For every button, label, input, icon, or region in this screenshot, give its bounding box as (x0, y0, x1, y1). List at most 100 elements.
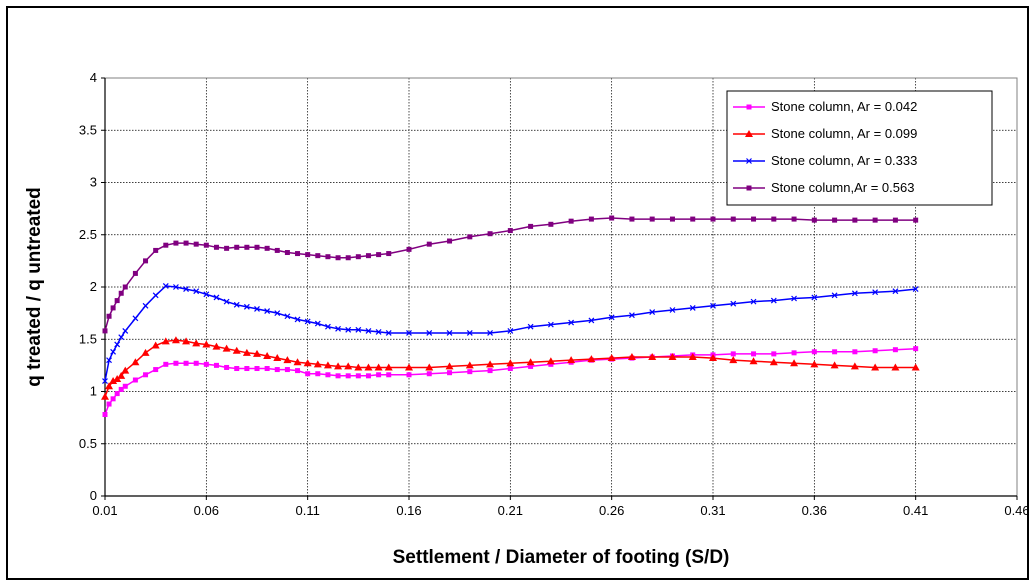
data-point (831, 292, 838, 299)
x-tick-label: 0.41 (903, 503, 928, 518)
data-point (426, 371, 432, 377)
data-point (264, 308, 271, 314)
data-point (335, 255, 341, 261)
data-point (607, 354, 616, 362)
data-point (730, 300, 737, 307)
data-point (323, 361, 332, 369)
data-point (526, 358, 535, 366)
data-point (751, 351, 757, 357)
data-point (224, 245, 230, 251)
series-line (104, 217, 916, 332)
data-point (445, 362, 454, 370)
data-point (325, 323, 331, 330)
series-4 (102, 215, 919, 334)
data-point (771, 351, 777, 357)
data-point (892, 288, 899, 295)
data-point (313, 360, 322, 368)
data-point (446, 330, 453, 336)
data-point (105, 382, 114, 390)
data-point (284, 250, 290, 256)
y-tick-label: 2.5 (79, 227, 97, 242)
data-point (426, 330, 433, 336)
data-point (852, 349, 858, 355)
data-point (224, 364, 230, 370)
data-point (507, 327, 514, 334)
data-point (872, 217, 878, 223)
data-point (182, 337, 191, 345)
series-line (104, 339, 916, 397)
data-point (528, 363, 534, 369)
legend-label: Stone column, Ar = 0.099 (771, 126, 917, 141)
data-point (142, 302, 149, 309)
series-line (104, 285, 916, 382)
data-point (364, 363, 373, 371)
data-point (213, 294, 220, 301)
data-point (832, 217, 838, 223)
data-point (203, 361, 209, 367)
data-point (749, 357, 758, 365)
data-point (791, 216, 797, 222)
data-point (101, 392, 109, 400)
data-point (791, 295, 797, 302)
data-point (122, 284, 128, 290)
data-point (274, 367, 280, 373)
data-point (254, 366, 260, 372)
data-point (770, 297, 777, 304)
y-tick-label: 3.5 (79, 122, 97, 137)
data-point (192, 339, 201, 347)
x-tick-label: 0.21 (498, 503, 523, 518)
data-point (892, 217, 898, 223)
data-point (173, 240, 179, 246)
data-point (487, 231, 493, 237)
data-point (355, 373, 361, 379)
data-point (212, 342, 221, 350)
legend-marker (746, 158, 752, 164)
tick-labels: 0 0.5 1 1.5 2 2.5 3 3.5 4 0.01 0.06 0.11 0.16 0.21 0.2… (79, 70, 1030, 518)
data-point (314, 320, 321, 327)
data-point (668, 353, 677, 361)
series-1 (102, 346, 919, 417)
data-point (466, 330, 473, 336)
data-point (183, 240, 189, 246)
data-point (710, 302, 716, 309)
data-point (487, 368, 493, 374)
x-tick-label: 0.16 (396, 503, 421, 518)
data-point (315, 253, 321, 259)
data-point (293, 358, 302, 366)
data-point (629, 216, 635, 222)
data-point (406, 246, 412, 252)
data-point (447, 238, 453, 244)
data-point (709, 354, 717, 362)
data-point (486, 360, 495, 368)
data-point (355, 254, 361, 260)
data-point (690, 216, 696, 222)
data-point (274, 247, 280, 253)
legend-marker (745, 130, 753, 137)
data-point (118, 386, 124, 392)
data-point (233, 301, 240, 308)
data-point (193, 241, 199, 247)
data-point (913, 217, 919, 223)
axes (101, 77, 1018, 500)
data-point (406, 330, 412, 336)
data-point (305, 252, 311, 258)
data-point (163, 361, 169, 367)
data-point (649, 216, 655, 222)
x-tick-label: 0.36 (802, 503, 827, 518)
data-point (386, 372, 392, 378)
legend-label: Stone column, Ar = 0.333 (771, 153, 917, 168)
data-point (467, 234, 473, 240)
data-point (811, 294, 818, 301)
series-2 (101, 336, 920, 400)
x-tick-label: 0.31 (700, 503, 725, 518)
data-point (527, 323, 534, 330)
data-point (852, 217, 858, 223)
data-point (114, 298, 120, 304)
data-point (102, 378, 108, 384)
data-point (688, 353, 697, 361)
data-point (102, 411, 108, 417)
data-point (106, 313, 112, 319)
data-point (548, 221, 554, 227)
data-point (114, 391, 120, 397)
data-point (244, 366, 250, 372)
